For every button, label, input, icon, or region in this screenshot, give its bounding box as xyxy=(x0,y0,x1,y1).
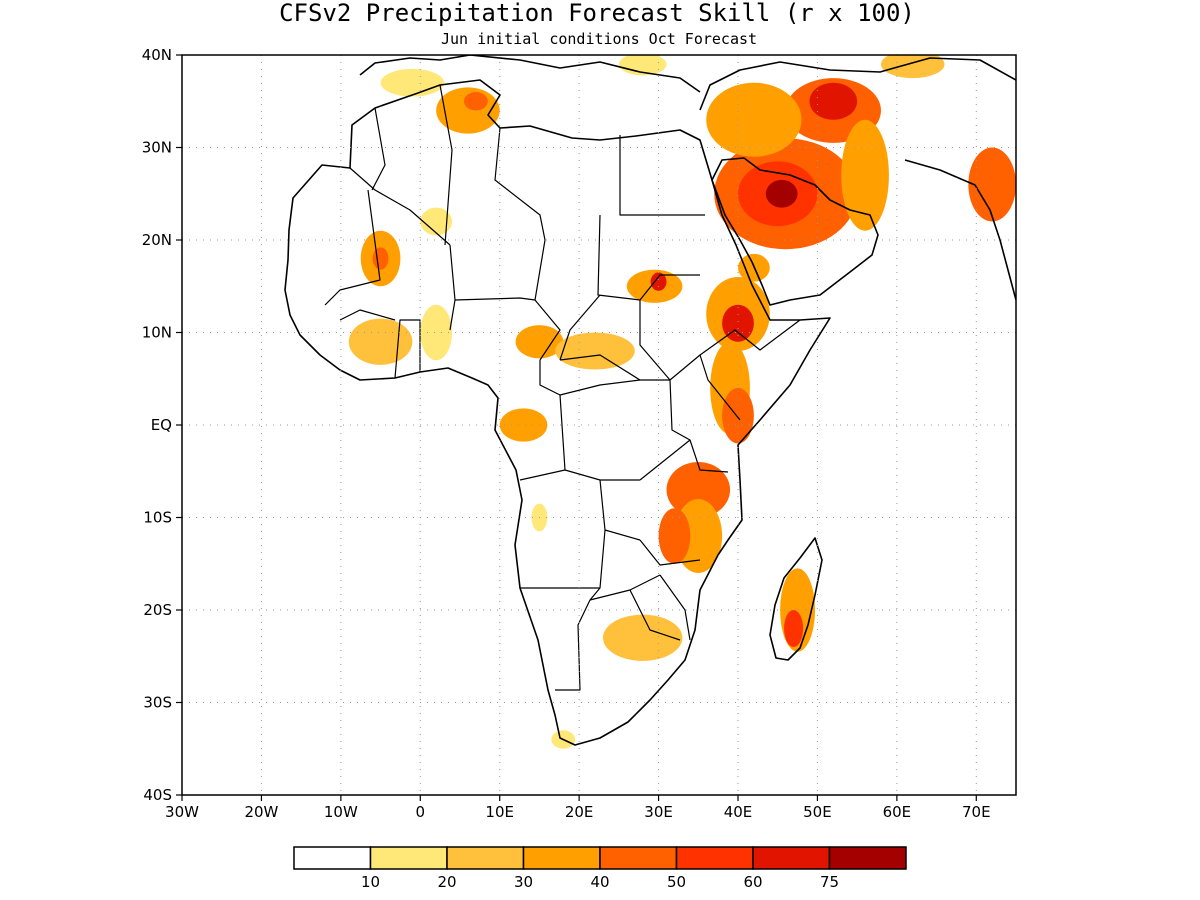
skill-region-19 xyxy=(650,272,667,291)
colorbar-swatch-2 xyxy=(446,846,525,870)
y-tick-label: 20S xyxy=(143,601,172,619)
skill-region-11 xyxy=(722,388,754,444)
x-tick-label: 70E xyxy=(962,803,991,821)
x-tick-label: 50E xyxy=(803,803,832,821)
colorbar-swatch-0 xyxy=(293,846,372,870)
africa-coastline xyxy=(284,79,831,746)
y-tick-label: 40N xyxy=(142,46,172,64)
skill-region-33 xyxy=(380,68,445,97)
x-tick-label: 20W xyxy=(244,803,278,821)
skill-region-14 xyxy=(658,508,691,564)
colorbar-label: 20 xyxy=(437,873,456,891)
colorbar-label: 60 xyxy=(743,873,762,891)
map-subtitle: Jun initial conditions Oct Forecast xyxy=(441,30,757,48)
skill-region-35 xyxy=(880,55,945,79)
skill-region-6 xyxy=(841,119,889,231)
colorbar-swatch-7 xyxy=(828,846,907,870)
y-tick-label: EQ xyxy=(151,416,172,434)
mideast-coastline xyxy=(699,57,1016,111)
graticule xyxy=(182,55,1016,795)
skill-region-21 xyxy=(555,332,635,370)
y-tick-label: 20N xyxy=(142,231,172,249)
europe-coastline xyxy=(359,55,701,93)
colorbar-label: 10 xyxy=(361,873,380,891)
colorbar-swatch-3 xyxy=(522,846,601,870)
colorbar-swatch-5 xyxy=(675,846,754,870)
y-tick-label: 30N xyxy=(142,139,172,157)
y-tick-label: 10N xyxy=(142,324,172,342)
colorbar: 10 20 30 40 50 60 75 xyxy=(293,846,907,891)
arabia-coastline xyxy=(711,157,879,306)
colorbar-label: 30 xyxy=(514,873,533,891)
y-tick-label: 40S xyxy=(143,786,172,804)
skill-region-22 xyxy=(499,408,548,442)
colorbar-swatch-6 xyxy=(752,846,831,870)
x-tick-label: 20E xyxy=(565,803,594,821)
y-tick-label: 10S xyxy=(143,509,172,527)
skill-region-16 xyxy=(784,610,804,647)
skill-region-17 xyxy=(602,614,683,661)
skill-region-30 xyxy=(420,207,453,236)
x-tick-label: 30W xyxy=(165,803,199,821)
x-tick-label: 60E xyxy=(883,803,912,821)
skill-region-7 xyxy=(968,147,1016,222)
colorbar-swatch-4 xyxy=(599,846,678,870)
map-title: CFSv2 Precipitation Forecast Skill (r x … xyxy=(279,0,915,27)
colorbar-swatch-1 xyxy=(369,846,448,870)
x-tick-label: 0 xyxy=(416,803,426,821)
skill-region-24 xyxy=(372,247,389,270)
x-tick-label: 10W xyxy=(324,803,358,821)
coastlines-and-borders xyxy=(284,55,1016,746)
y-tick-label: 30S xyxy=(143,694,172,712)
colorbar-label: 50 xyxy=(667,873,686,891)
colorbar-label: 75 xyxy=(820,873,839,891)
skill-region-5 xyxy=(706,82,802,157)
skill-region-9 xyxy=(722,304,754,342)
x-tick-label: 40E xyxy=(724,803,753,821)
colorbar-label: 40 xyxy=(590,873,609,891)
madagascar-coastline xyxy=(769,537,823,661)
axis-ticks: 30W 20W 10W 0 10E 20E 30E 40E 50E 60E 70E 40N 30N 20N… xyxy=(142,46,991,821)
x-tick-label: 10E xyxy=(485,803,514,821)
india-coastline xyxy=(904,159,1016,301)
map-background xyxy=(182,55,1016,795)
country-borders xyxy=(324,84,801,691)
skill-region-2 xyxy=(765,179,798,208)
skill-region-4 xyxy=(809,82,858,120)
skill-region-28 xyxy=(463,92,488,111)
skill-region-26 xyxy=(420,304,453,361)
x-tick-label: 30E xyxy=(644,803,673,821)
skill-region-25 xyxy=(348,318,413,365)
skill-region-12 xyxy=(666,462,731,518)
skill-region-20 xyxy=(515,325,564,359)
